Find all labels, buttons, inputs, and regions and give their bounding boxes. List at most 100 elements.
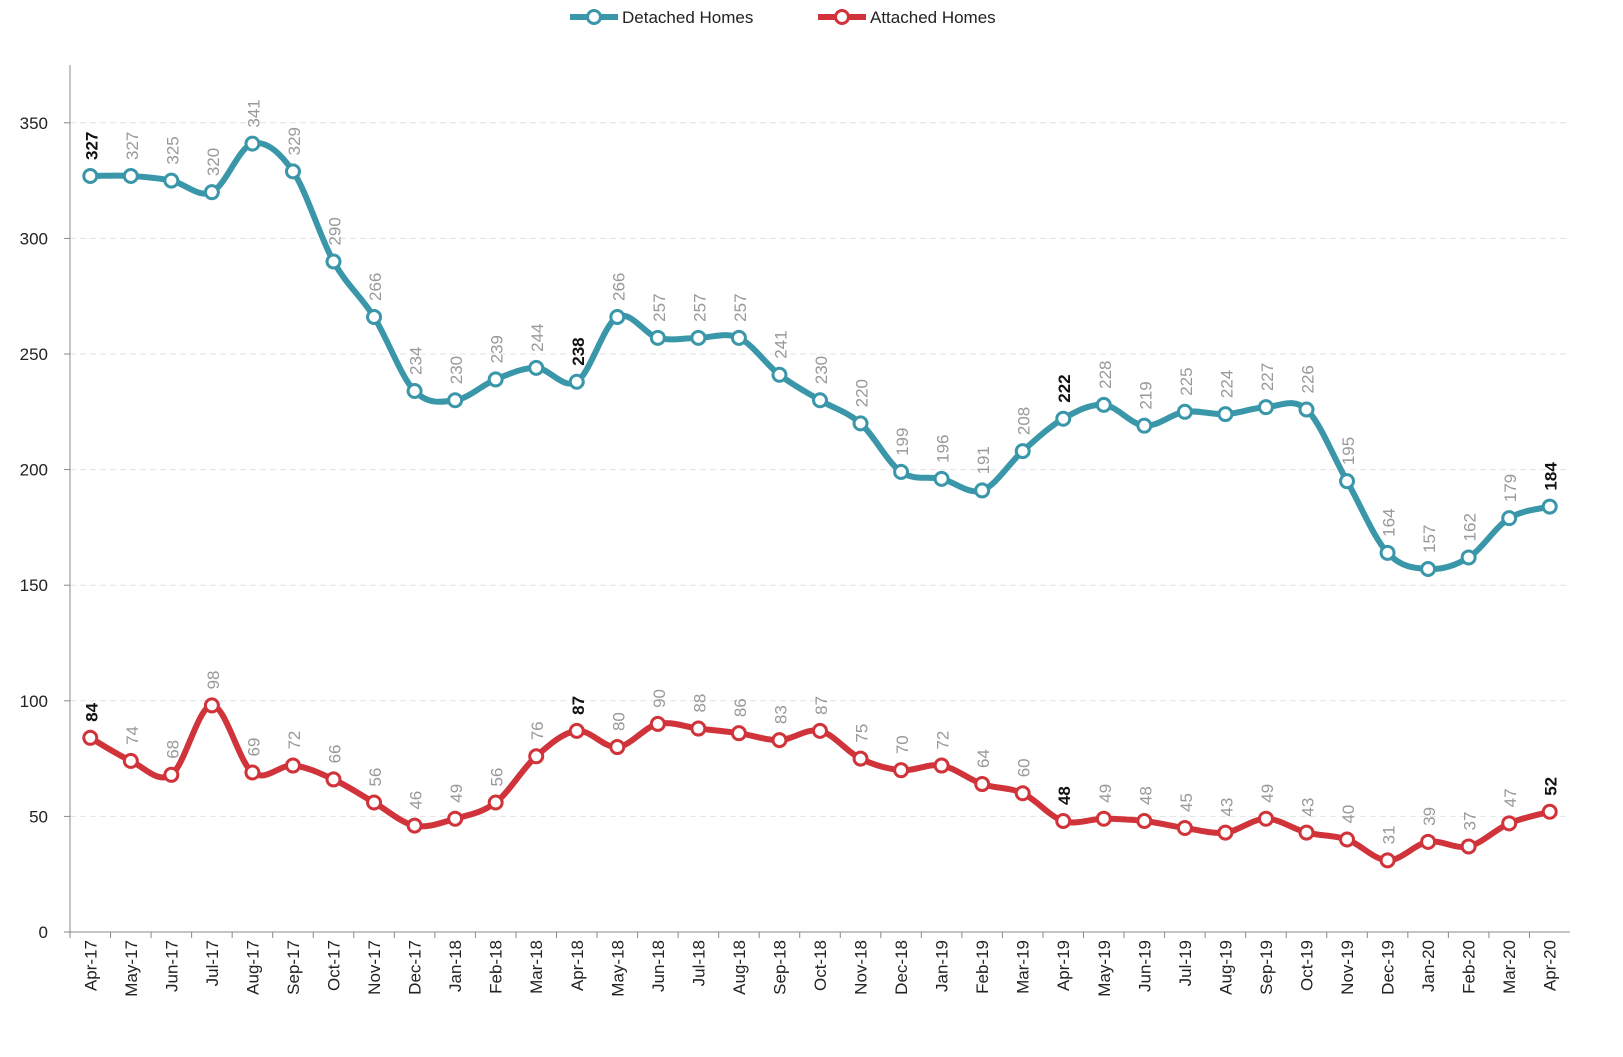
x-tick-label: Oct-18	[811, 940, 830, 991]
x-tick-label: Sep-19	[1257, 940, 1276, 995]
data-label: 244	[528, 323, 547, 351]
data-point	[406, 817, 423, 834]
data-label: 230	[447, 356, 466, 384]
data-point	[1339, 831, 1356, 848]
data-point	[933, 470, 950, 487]
data-point	[406, 382, 423, 399]
data-point	[1176, 403, 1193, 420]
data-label: 226	[1298, 365, 1317, 393]
x-tick-label: Nov-19	[1338, 940, 1357, 995]
data-label: 179	[1501, 474, 1520, 502]
x-tick-label: Oct-19	[1297, 940, 1316, 991]
data-point	[1176, 819, 1193, 836]
data-label: 224	[1217, 370, 1236, 398]
data-point	[244, 135, 261, 152]
x-tick-label: Feb-19	[973, 940, 992, 994]
data-point	[1217, 406, 1234, 423]
data-point	[122, 752, 139, 769]
y-tick-label: 150	[20, 576, 48, 595]
data-point	[528, 359, 545, 376]
x-tick-label: Apr-18	[568, 940, 587, 991]
data-point	[649, 715, 666, 732]
data-point	[1298, 824, 1315, 841]
data-label: 239	[488, 335, 507, 363]
data-point	[1136, 417, 1153, 434]
data-point	[1379, 852, 1396, 869]
data-label: 98	[204, 671, 223, 690]
data-label: 164	[1380, 508, 1399, 536]
data-label: 329	[285, 127, 304, 155]
data-label: 75	[853, 724, 872, 743]
y-tick-label: 50	[29, 807, 48, 826]
data-point	[447, 810, 464, 827]
data-label: 74	[123, 726, 142, 745]
data-point	[852, 415, 869, 432]
data-point	[528, 748, 545, 765]
data-label: 325	[163, 136, 182, 164]
x-tick-label: Mar-19	[1014, 940, 1033, 994]
x-tick-label: Dec-19	[1379, 940, 1398, 995]
x-tick-label: Feb-18	[487, 940, 506, 994]
data-label: 90	[650, 689, 669, 708]
data-point	[1014, 443, 1031, 460]
data-point	[852, 750, 869, 767]
data-point	[568, 722, 585, 739]
data-label: 84	[82, 702, 101, 721]
data-label: 66	[326, 744, 345, 763]
x-tick-label: Jul-19	[1176, 940, 1195, 986]
data-label: 43	[1217, 798, 1236, 817]
data-point	[325, 771, 342, 788]
x-tick-label: Jun-18	[649, 940, 668, 992]
data-label: 195	[1339, 437, 1358, 465]
x-tick-label: Dec-18	[892, 940, 911, 995]
data-point	[1257, 399, 1274, 416]
data-label: 37	[1461, 812, 1480, 831]
data-label: 87	[569, 696, 588, 715]
data-point	[284, 163, 301, 180]
data-label: 69	[244, 738, 263, 757]
data-label: 88	[690, 694, 709, 713]
x-tick-label: Mar-18	[527, 940, 546, 994]
data-label: 266	[609, 273, 628, 301]
data-point	[649, 329, 666, 346]
data-label: 199	[893, 428, 912, 456]
data-label: 184	[1542, 462, 1561, 491]
x-tick-label: Jul-17	[203, 940, 222, 986]
data-point	[82, 729, 99, 746]
data-point	[1379, 544, 1396, 561]
data-label: 320	[204, 148, 223, 176]
x-tick-label: Dec-17	[406, 940, 425, 995]
data-label: 39	[1420, 807, 1439, 826]
data-point	[1095, 396, 1112, 413]
data-label: 162	[1461, 513, 1480, 541]
data-label: 257	[690, 293, 709, 321]
data-point	[690, 720, 707, 737]
data-point	[812, 392, 828, 409]
data-point	[1420, 561, 1437, 578]
data-label: 83	[771, 705, 790, 724]
x-tick-label: Apr-17	[81, 940, 100, 991]
data-label: 266	[366, 273, 385, 301]
data-label: 64	[974, 749, 993, 768]
data-label: 225	[1177, 367, 1196, 395]
data-point	[122, 167, 139, 184]
data-label: 56	[488, 768, 507, 787]
data-point	[487, 794, 504, 811]
x-tick-label: Sep-18	[770, 940, 789, 995]
data-label: 40	[1339, 805, 1358, 824]
data-point	[284, 757, 301, 774]
data-point	[163, 172, 180, 189]
data-label: 290	[326, 217, 345, 245]
data-label: 327	[123, 132, 142, 160]
data-point	[730, 329, 747, 346]
x-tick-label: Jan-18	[446, 940, 465, 992]
x-tick-label: May-19	[1095, 940, 1114, 997]
x-tick-label: Feb-20	[1460, 940, 1479, 994]
x-tick-label: Nov-18	[852, 940, 871, 995]
data-point	[974, 776, 991, 793]
data-label: 196	[934, 434, 953, 462]
data-point	[82, 167, 99, 184]
data-point	[487, 371, 504, 388]
data-label: 52	[1542, 777, 1561, 796]
legend-label: Attached Homes	[870, 8, 996, 27]
